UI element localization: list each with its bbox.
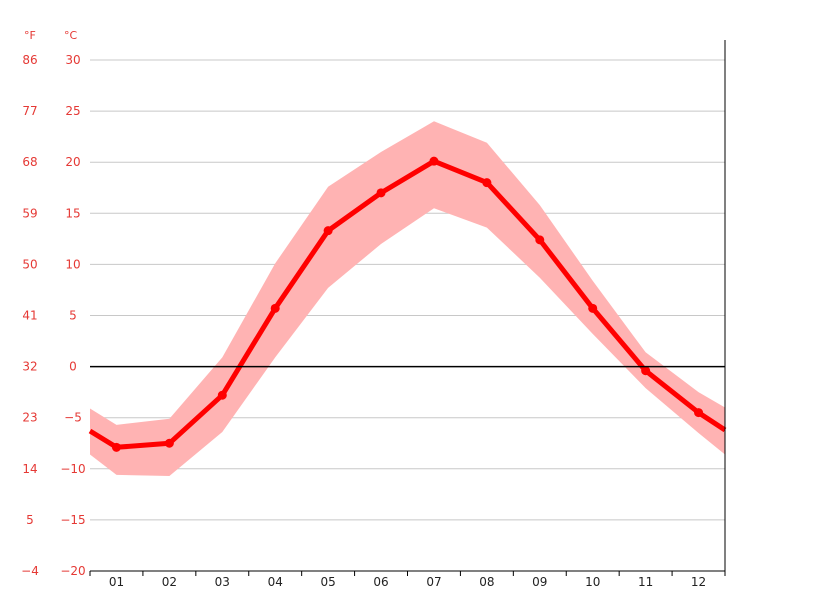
y-tick-celsius: 15 — [65, 206, 80, 220]
y-tick-celsius: 20 — [65, 155, 80, 169]
temperature-range-band — [90, 121, 725, 477]
y-tick-fahrenheit: 77 — [22, 104, 37, 118]
x-tick-label: 09 — [532, 575, 547, 589]
y-tick-fahrenheit: 23 — [22, 411, 37, 425]
y-tick-celsius: 0 — [69, 360, 77, 374]
y-tick-celsius: 25 — [65, 104, 80, 118]
y-tick-celsius: −5 — [64, 411, 82, 425]
x-tick-label: 03 — [215, 575, 230, 589]
data-point — [588, 303, 598, 313]
y-tick-fahrenheit: 41 — [22, 309, 37, 323]
mean-temperature-line — [88, 158, 727, 450]
y-tick-fahrenheit: 32 — [22, 360, 37, 374]
fahrenheit-unit-label: °F — [24, 29, 36, 42]
data-point — [482, 178, 492, 188]
x-tick-label: 10 — [585, 575, 600, 589]
y-tick-celsius: −15 — [60, 513, 85, 527]
y-tick-fahrenheit: 14 — [22, 462, 37, 476]
data-point — [111, 442, 121, 452]
x-tick-label: 04 — [268, 575, 283, 589]
band-layer — [90, 121, 725, 477]
data-point — [641, 366, 651, 376]
y-tick-fahrenheit: −4 — [21, 564, 39, 578]
y-tick-fahrenheit: 5 — [26, 513, 34, 527]
celsius-unit-label: °C — [64, 29, 78, 42]
line-layer — [88, 156, 727, 452]
y-tick-fahrenheit: 86 — [22, 53, 37, 67]
x-tick-label: 06 — [373, 575, 388, 589]
x-tick-label: 05 — [320, 575, 335, 589]
data-point — [323, 226, 333, 236]
y-tick-celsius: 30 — [65, 53, 80, 67]
data-point — [535, 235, 545, 245]
axis-layer — [89, 40, 726, 576]
x-tick-label: 12 — [691, 575, 706, 589]
label-layer: °F °C 30862577206815591050541032−523−101… — [21, 29, 706, 589]
data-point — [164, 438, 174, 448]
data-point — [217, 390, 227, 400]
x-tick-label: 11 — [638, 575, 653, 589]
y-tick-fahrenheit: 68 — [22, 155, 37, 169]
y-tick-celsius: −20 — [60, 564, 85, 578]
x-tick-label: 08 — [479, 575, 494, 589]
data-point — [270, 303, 280, 313]
y-tick-fahrenheit: 59 — [22, 206, 37, 220]
y-tick-celsius: 5 — [69, 309, 77, 323]
x-tick-label: 07 — [426, 575, 441, 589]
data-point — [376, 188, 386, 198]
y-tick-celsius: 10 — [65, 257, 80, 271]
y-tick-celsius: −10 — [60, 462, 85, 476]
y-tick-fahrenheit: 50 — [22, 257, 37, 271]
x-tick-label: 02 — [162, 575, 177, 589]
data-point — [694, 408, 704, 418]
data-point — [429, 156, 439, 166]
x-tick-label: 01 — [109, 575, 124, 589]
